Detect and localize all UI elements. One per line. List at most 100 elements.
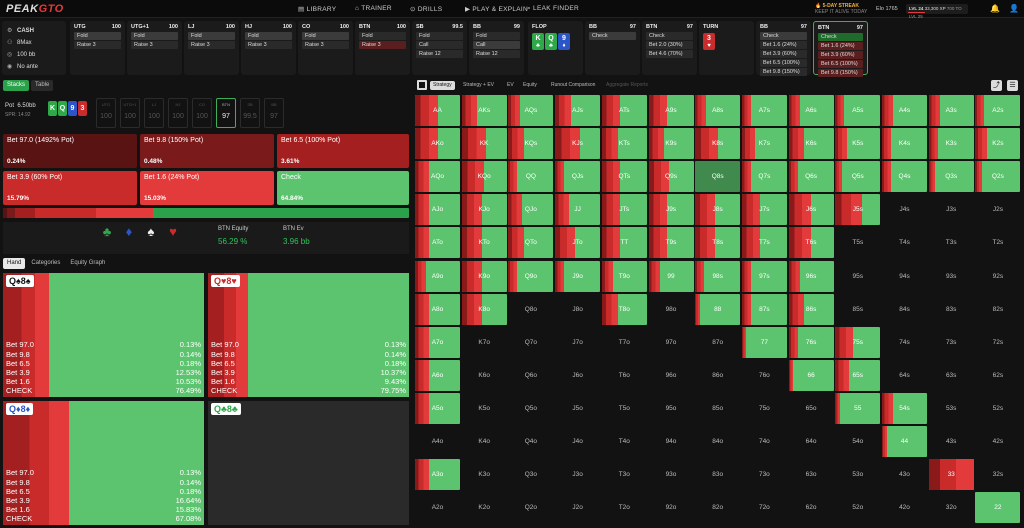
action-option[interactable]: Fold — [302, 32, 349, 40]
hand-cell[interactable]: QQ — [508, 161, 554, 193]
action-option[interactable]: Bet 1.6 (24%) — [818, 42, 863, 50]
hand-cell[interactable]: 84o — [712, 438, 724, 445]
hand-cell[interactable]: 77 — [741, 326, 787, 358]
action-option[interactable]: Raise 3 — [245, 41, 292, 49]
hand-cell[interactable]: 62s — [992, 371, 1004, 379]
hand-cell[interactable]: 42o — [899, 504, 910, 512]
suit-filter-button[interactable]: ♥ — [169, 224, 177, 239]
hand-cell[interactable]: 54o — [852, 438, 864, 445]
hand-cell[interactable]: 32s — [992, 471, 1004, 479]
hand-cell[interactable]: J6o — [572, 371, 583, 379]
action-option[interactable]: Check — [818, 33, 863, 41]
hand-cell[interactable]: JJ — [555, 194, 601, 226]
hand-cell[interactable]: 82o — [712, 504, 724, 512]
hand-cell[interactable]: 76o — [758, 371, 770, 379]
hand-cell[interactable]: J4s — [899, 206, 910, 214]
action-option[interactable]: Check — [646, 32, 693, 40]
hand-cell[interactable]: JTo — [555, 227, 601, 259]
hand-cell[interactable]: 62o — [805, 504, 817, 512]
bell-icon[interactable]: 🔔 — [990, 4, 1000, 13]
action-option[interactable]: Fold — [74, 32, 121, 40]
hand-cell[interactable]: 74s — [899, 338, 910, 346]
hand-cell[interactable]: QTo — [508, 227, 554, 259]
hand-cell[interactable]: Q9o — [508, 260, 554, 292]
nav-play-explain[interactable]: ▶ PLAY & EXPLAIN — [465, 6, 529, 13]
hand-cell[interactable]: T2s — [992, 239, 1004, 247]
hand-cell[interactable]: Q9s — [648, 161, 694, 193]
action-option[interactable]: Bet 6.5 (100%) — [818, 60, 863, 68]
hand-cell[interactable]: A3o — [415, 459, 460, 491]
action-option[interactable]: Raise 3 — [131, 41, 178, 49]
hand-cell[interactable]: K7s — [741, 128, 787, 160]
action-option[interactable]: Fold — [473, 32, 520, 40]
hand-cell[interactable]: A2s — [975, 95, 1021, 126]
action-option[interactable]: Bet 3.9 (60%) — [760, 50, 807, 58]
tab-equity-graph[interactable]: Equity Graph — [70, 260, 106, 266]
hand-cell[interactable]: A2o — [431, 504, 444, 512]
hand-cell[interactable]: 94s — [899, 272, 910, 280]
tab-strategy-ev[interactable]: Strategy + EV — [463, 82, 494, 88]
hand-cell[interactable]: 73s — [945, 338, 957, 346]
hand-cell[interactable]: 83o — [712, 471, 724, 479]
action-option[interactable]: Raise 3 — [74, 41, 121, 49]
action-option[interactable]: Raise 12 — [416, 50, 463, 58]
action-option[interactable]: Raise 3 — [188, 41, 235, 49]
action-option[interactable]: Fold — [245, 32, 292, 40]
hand-cell[interactable]: T6o — [618, 371, 630, 379]
action-option[interactable]: Raise 3 — [302, 41, 349, 49]
brand-logo[interactable]: PEAKGTO — [6, 3, 64, 15]
hand-cell[interactable]: J7o — [572, 338, 583, 346]
action-box[interactable]: Bet 3.9 (60% Pot) 15.79% — [3, 171, 137, 205]
hand-cell[interactable]: J9s — [648, 194, 694, 226]
hand-cell[interactable]: 83s — [945, 305, 957, 313]
hand-cell[interactable]: T3o — [618, 471, 630, 479]
hand-cell[interactable]: 92s — [992, 272, 1004, 280]
action-box[interactable]: Bet 1.6 (24% Pot) 15.03% — [140, 171, 274, 205]
hand-cell[interactable]: J3o — [572, 471, 583, 479]
action-option[interactable]: Fold — [359, 32, 406, 40]
hand-cell[interactable]: 44 — [882, 426, 927, 457]
hand-cell[interactable]: 88 — [695, 293, 741, 325]
action-option[interactable]: Bet 3.9 (60%) — [818, 51, 863, 59]
action-box[interactable]: Bet 97.0 (1492% Pot) 0.24% — [3, 134, 137, 168]
hand-cell[interactable]: 87s — [741, 293, 787, 325]
hand-cell[interactable]: KJs — [555, 128, 601, 160]
hand-cell[interactable]: QTs — [601, 161, 647, 193]
tab-table[interactable]: Table — [31, 80, 54, 91]
hand-cell[interactable]: T7s — [741, 227, 787, 259]
hand-cell[interactable]: A9s — [648, 95, 694, 126]
action-option[interactable]: Call — [416, 41, 463, 49]
hand-cell[interactable]: Q7s — [741, 161, 787, 193]
tab-aggregate-reports[interactable]: Aggregate Reports — [606, 82, 648, 88]
hand-cell[interactable]: 92o — [665, 504, 677, 512]
action-option[interactable]: Check — [589, 32, 636, 40]
seat-bb[interactable]: BB 97 — [264, 98, 284, 128]
action-option[interactable]: Fold — [188, 32, 235, 40]
hand-cell[interactable]: 22 — [975, 492, 1021, 524]
hand-cell[interactable]: Q4s — [882, 161, 927, 193]
hand-cell[interactable]: T8s — [695, 227, 741, 259]
hand-cell[interactable]: K9o — [461, 260, 507, 292]
hand-cell[interactable]: A7o — [415, 326, 460, 358]
hand-cell[interactable]: K6s — [788, 128, 834, 160]
hand-cell[interactable]: J8o — [572, 305, 583, 313]
position-bb[interactable]: BB 97 Check Bet 1.6 (24%) Bet 3.9 (60%) Bet 6… — [756, 21, 811, 76]
suit-filter-button[interactable]: ♦ — [125, 224, 133, 239]
hand-cell[interactable]: 96s — [788, 260, 834, 292]
hand-cell[interactable]: K6o — [478, 371, 490, 379]
seat-utg-plus-1[interactable]: UTG+1 100 — [120, 98, 140, 128]
hand-cell[interactable]: K9s — [648, 128, 694, 160]
position-btn[interactable]: BTN 97 Check Bet 2.0 (30%) Bet 4.6 (70%) — [642, 21, 697, 75]
hand-cell[interactable]: T2o — [618, 504, 630, 512]
hand-cell[interactable]: Q8s — [695, 161, 741, 193]
hand-cell[interactable]: 66 — [788, 359, 834, 391]
hand-cell[interactable]: KK — [461, 128, 507, 160]
seat-btn[interactable]: BTN 97 — [216, 98, 236, 128]
hand-cell[interactable]: 98o — [665, 305, 677, 313]
hand-cell[interactable]: KTo — [461, 227, 507, 259]
hand-cell[interactable]: K4o — [478, 438, 490, 445]
hand-cell[interactable]: A7s — [741, 95, 787, 126]
position-btn[interactable]: BTN 100 Fold Raise 3 — [355, 21, 410, 75]
hand-cell[interactable]: T9o — [601, 260, 647, 292]
hand-cell[interactable]: 72o — [758, 504, 770, 512]
